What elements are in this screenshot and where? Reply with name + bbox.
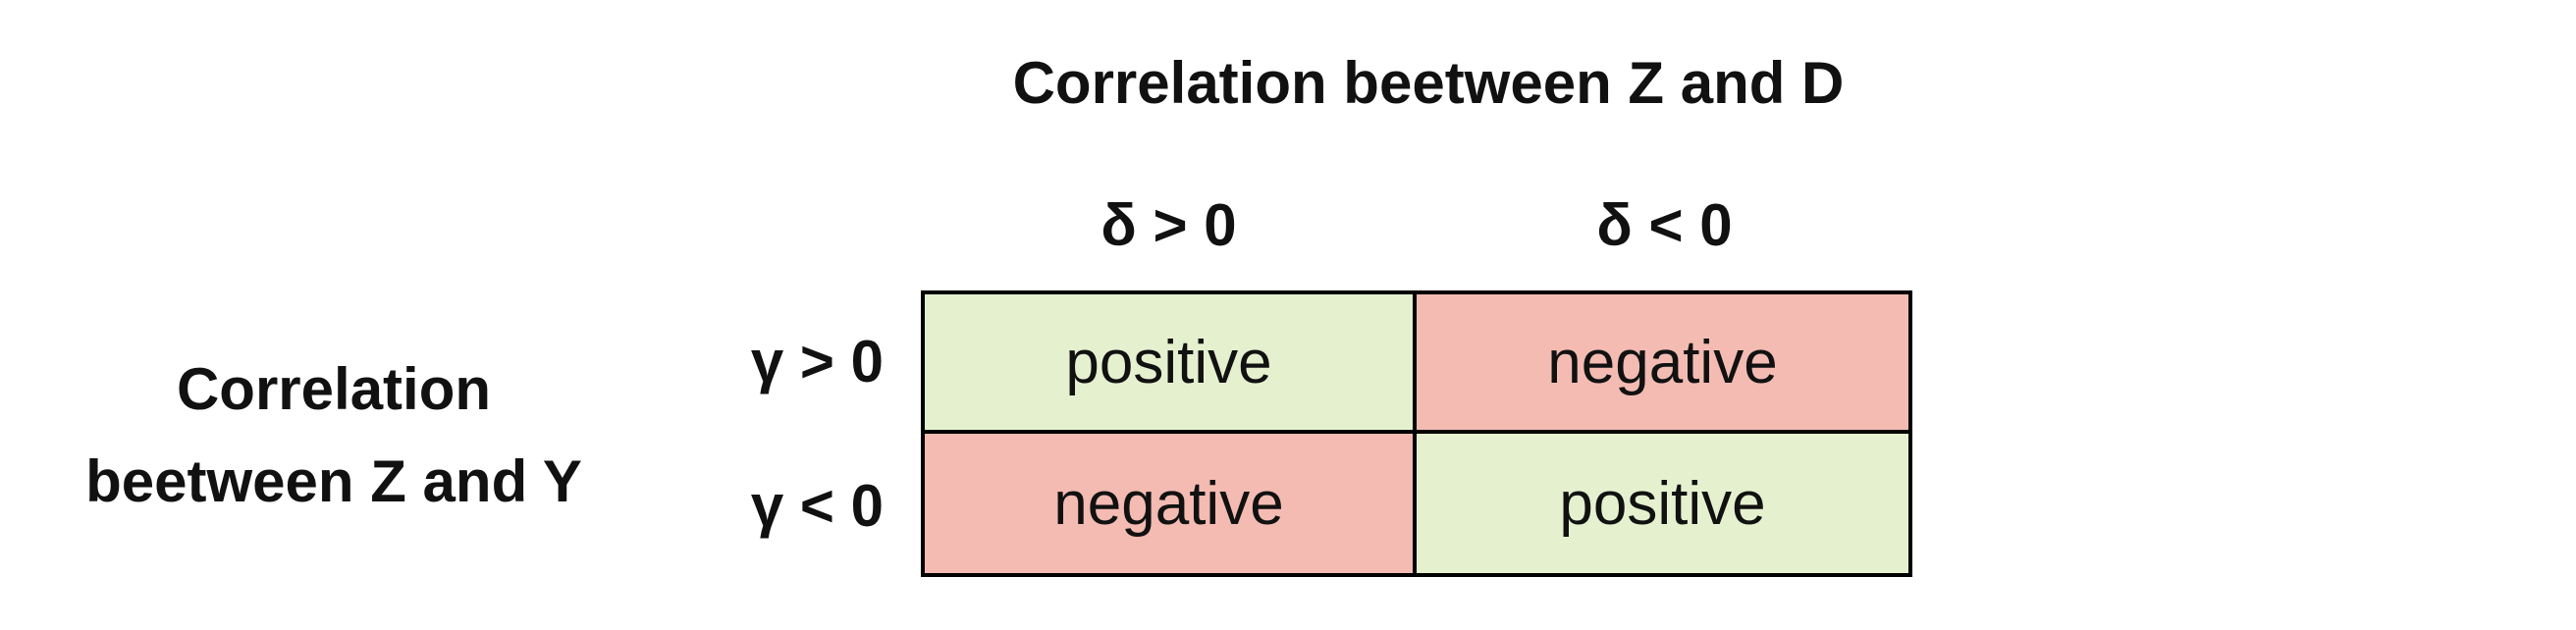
row-title-line-1: Correlation [176,356,492,422]
column-header-delta-positive: δ > 0 [1100,192,1237,258]
column-header-delta-negative: δ < 0 [1596,192,1733,258]
matrix-cell: positive [1417,434,1908,573]
matrix-cell: negative [925,434,1417,573]
row-header-gamma-positive: γ > 0 [750,329,884,394]
column-title: Correlation beetween Z and D [1012,50,1845,116]
row-title-line-2: beetween Z and Y [85,448,582,514]
row-header-gamma-negative: γ < 0 [750,473,884,539]
sign-matrix: positive negative negative positive [921,290,1912,577]
matrix-cell: positive [925,294,1417,434]
row-title: Correlation beetween Z and Y [39,343,628,528]
matrix-cell: negative [1417,294,1908,434]
